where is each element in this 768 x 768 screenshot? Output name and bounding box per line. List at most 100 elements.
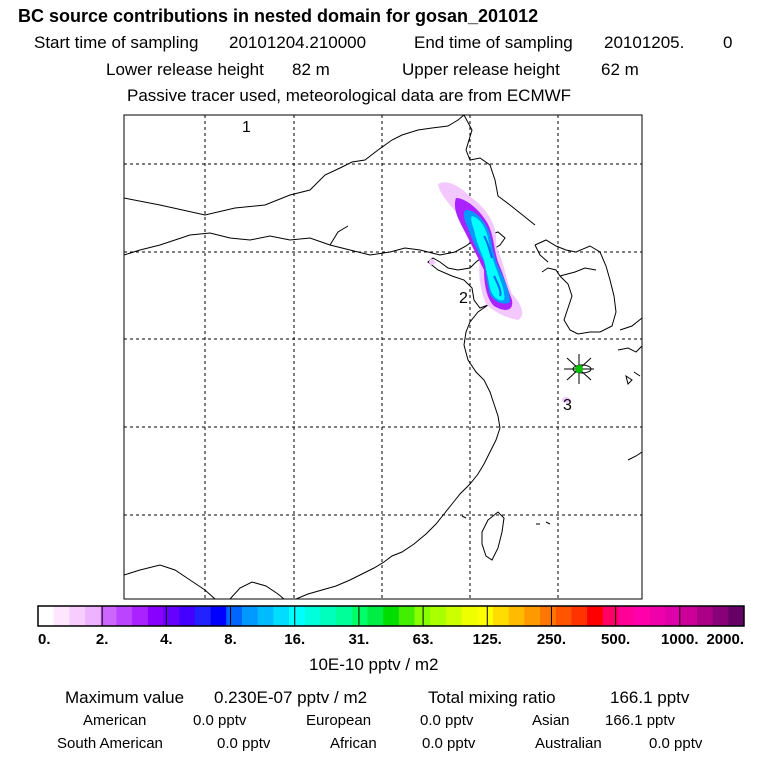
- colorbar-box: [649, 606, 667, 626]
- colorbar-box: [445, 606, 463, 626]
- colorbar-tick-label: 125.: [473, 631, 502, 648]
- end-time-extra: 0: [723, 33, 733, 52]
- plume-core-2: [493, 275, 502, 297]
- colorbar-box: [524, 606, 541, 626]
- colorbar-box: [210, 606, 227, 626]
- australian-label: Australian: [535, 735, 602, 752]
- colorbar-tick-label: 31.: [348, 631, 369, 648]
- colorbar-tick-label: 1000.: [661, 631, 699, 648]
- colorbar-tick-label: 4.: [160, 631, 173, 648]
- colorbar-box: [681, 606, 698, 626]
- european-label: European: [306, 712, 372, 729]
- african-value: 0.0 pptv: [422, 735, 476, 752]
- colorbar-box: [461, 606, 478, 626]
- colorbar-box: [273, 606, 290, 626]
- colorbar-box: [383, 606, 400, 626]
- european-value: 0.0 pptv: [420, 712, 474, 729]
- colorbar-tick-label: 250.: [537, 631, 566, 648]
- colorbar-box: [289, 606, 306, 626]
- colorbar-box: [241, 606, 259, 626]
- map-frame: [123, 114, 643, 600]
- colorbar-box: [540, 606, 557, 626]
- colorbar-box: [728, 606, 745, 626]
- colorbar-tick-label: 2000.: [706, 631, 744, 648]
- asian-label: Asian: [532, 712, 570, 729]
- lower-release-value: 82 m: [292, 60, 330, 79]
- colorbar-box: [194, 606, 212, 626]
- colorbar-box: [555, 606, 572, 626]
- colorbar-box: [351, 606, 368, 626]
- colorbar-frame: [37, 605, 745, 627]
- colorbar-box: [398, 606, 416, 626]
- colorbar-box: [336, 606, 353, 626]
- receptor-dot: [575, 365, 583, 373]
- colorbar-tick-label: 0.: [38, 631, 51, 648]
- colorbar-tick-label: 16.: [284, 631, 305, 648]
- upper-release-label: Upper release height: [402, 60, 560, 79]
- plume-core: [483, 235, 493, 259]
- colorbar-box: [53, 606, 70, 626]
- colorbar-boxes: [38, 606, 745, 626]
- colorbar-box: [712, 606, 729, 626]
- colorbar-box: [508, 606, 525, 626]
- colorbar-box: [116, 606, 133, 626]
- colorbar-tick-labels: 0. 2. 4. 8. 16. 31. 63. 125. 250. 500. 1000. 2000.: [38, 606, 744, 648]
- max-value-label: Maximum value: [65, 688, 185, 707]
- lat-lon-grid: [124, 115, 642, 599]
- colorbar-box: [602, 606, 619, 626]
- colorbar-box: [163, 606, 180, 626]
- colorbar-box: [100, 606, 117, 626]
- south-american-label: South American: [57, 735, 163, 752]
- colorbar-box: [179, 606, 196, 626]
- colorbar-tick-label: 2.: [96, 631, 109, 648]
- colorbar-tick-label: 500.: [601, 631, 630, 648]
- colorbar-box: [320, 606, 337, 626]
- colorbar-box: [587, 606, 604, 626]
- start-time-value: 20101204.210000: [229, 33, 367, 52]
- colorbar-box: [618, 606, 635, 626]
- colorbar-box: [85, 606, 102, 626]
- start-time-label: Start time of sampling: [34, 33, 199, 52]
- colorbar-box: [477, 606, 494, 626]
- colorbar-box: [257, 606, 274, 626]
- american-value: 0.0 pptv: [193, 712, 247, 729]
- plume-speck: [429, 259, 435, 265]
- colorbar-box: [226, 606, 243, 626]
- colorbar-tick-label: 8.: [224, 631, 237, 648]
- colorbar-tick-label: 63.: [413, 631, 434, 648]
- plot-title: BC source contributions in nested domain…: [18, 6, 539, 26]
- tracer-note: Passive tracer used, meteorological data…: [127, 86, 572, 105]
- colorbar-box: [132, 606, 149, 626]
- colorbar-box: [571, 606, 588, 626]
- colorbar-box: [634, 606, 651, 626]
- colorbar-box: [492, 606, 510, 626]
- colorbar-box: [430, 606, 447, 626]
- african-label: African: [330, 735, 377, 752]
- total-mixing-value: 166.1 pptv: [610, 688, 690, 707]
- total-mixing-label: Total mixing ratio: [428, 688, 556, 707]
- colorbar-box: [696, 606, 714, 626]
- colorbar-unit: 10E-10 pptv / m2: [309, 655, 439, 674]
- end-time-label: End time of sampling: [414, 33, 573, 52]
- colorbar-box: [38, 606, 55, 626]
- colorbar-box: [665, 606, 682, 626]
- source-contribution-plume: [429, 182, 570, 403]
- upper-release-value: 62 m: [601, 60, 639, 79]
- australian-value: 0.0 pptv: [649, 735, 703, 752]
- map-label-1: 3: [563, 397, 572, 414]
- map-label-2: 2: [459, 290, 468, 307]
- max-value: 0.230E-07 pptv / m2: [214, 688, 368, 707]
- end-time-value: 20101205.: [604, 33, 685, 52]
- american-label: American: [83, 712, 147, 729]
- south-american-value: 0.0 pptv: [217, 735, 271, 752]
- map-label-3: 1: [242, 119, 251, 136]
- plume-speck-2: [562, 397, 570, 403]
- asian-value: 166.1 pptv: [605, 712, 676, 729]
- lower-release-label: Lower release height: [106, 60, 264, 79]
- receptor-star-icon: [564, 354, 594, 384]
- colorbar-box: [304, 606, 321, 626]
- colorbar-box: [367, 606, 384, 626]
- colorbar-box: [69, 606, 86, 626]
